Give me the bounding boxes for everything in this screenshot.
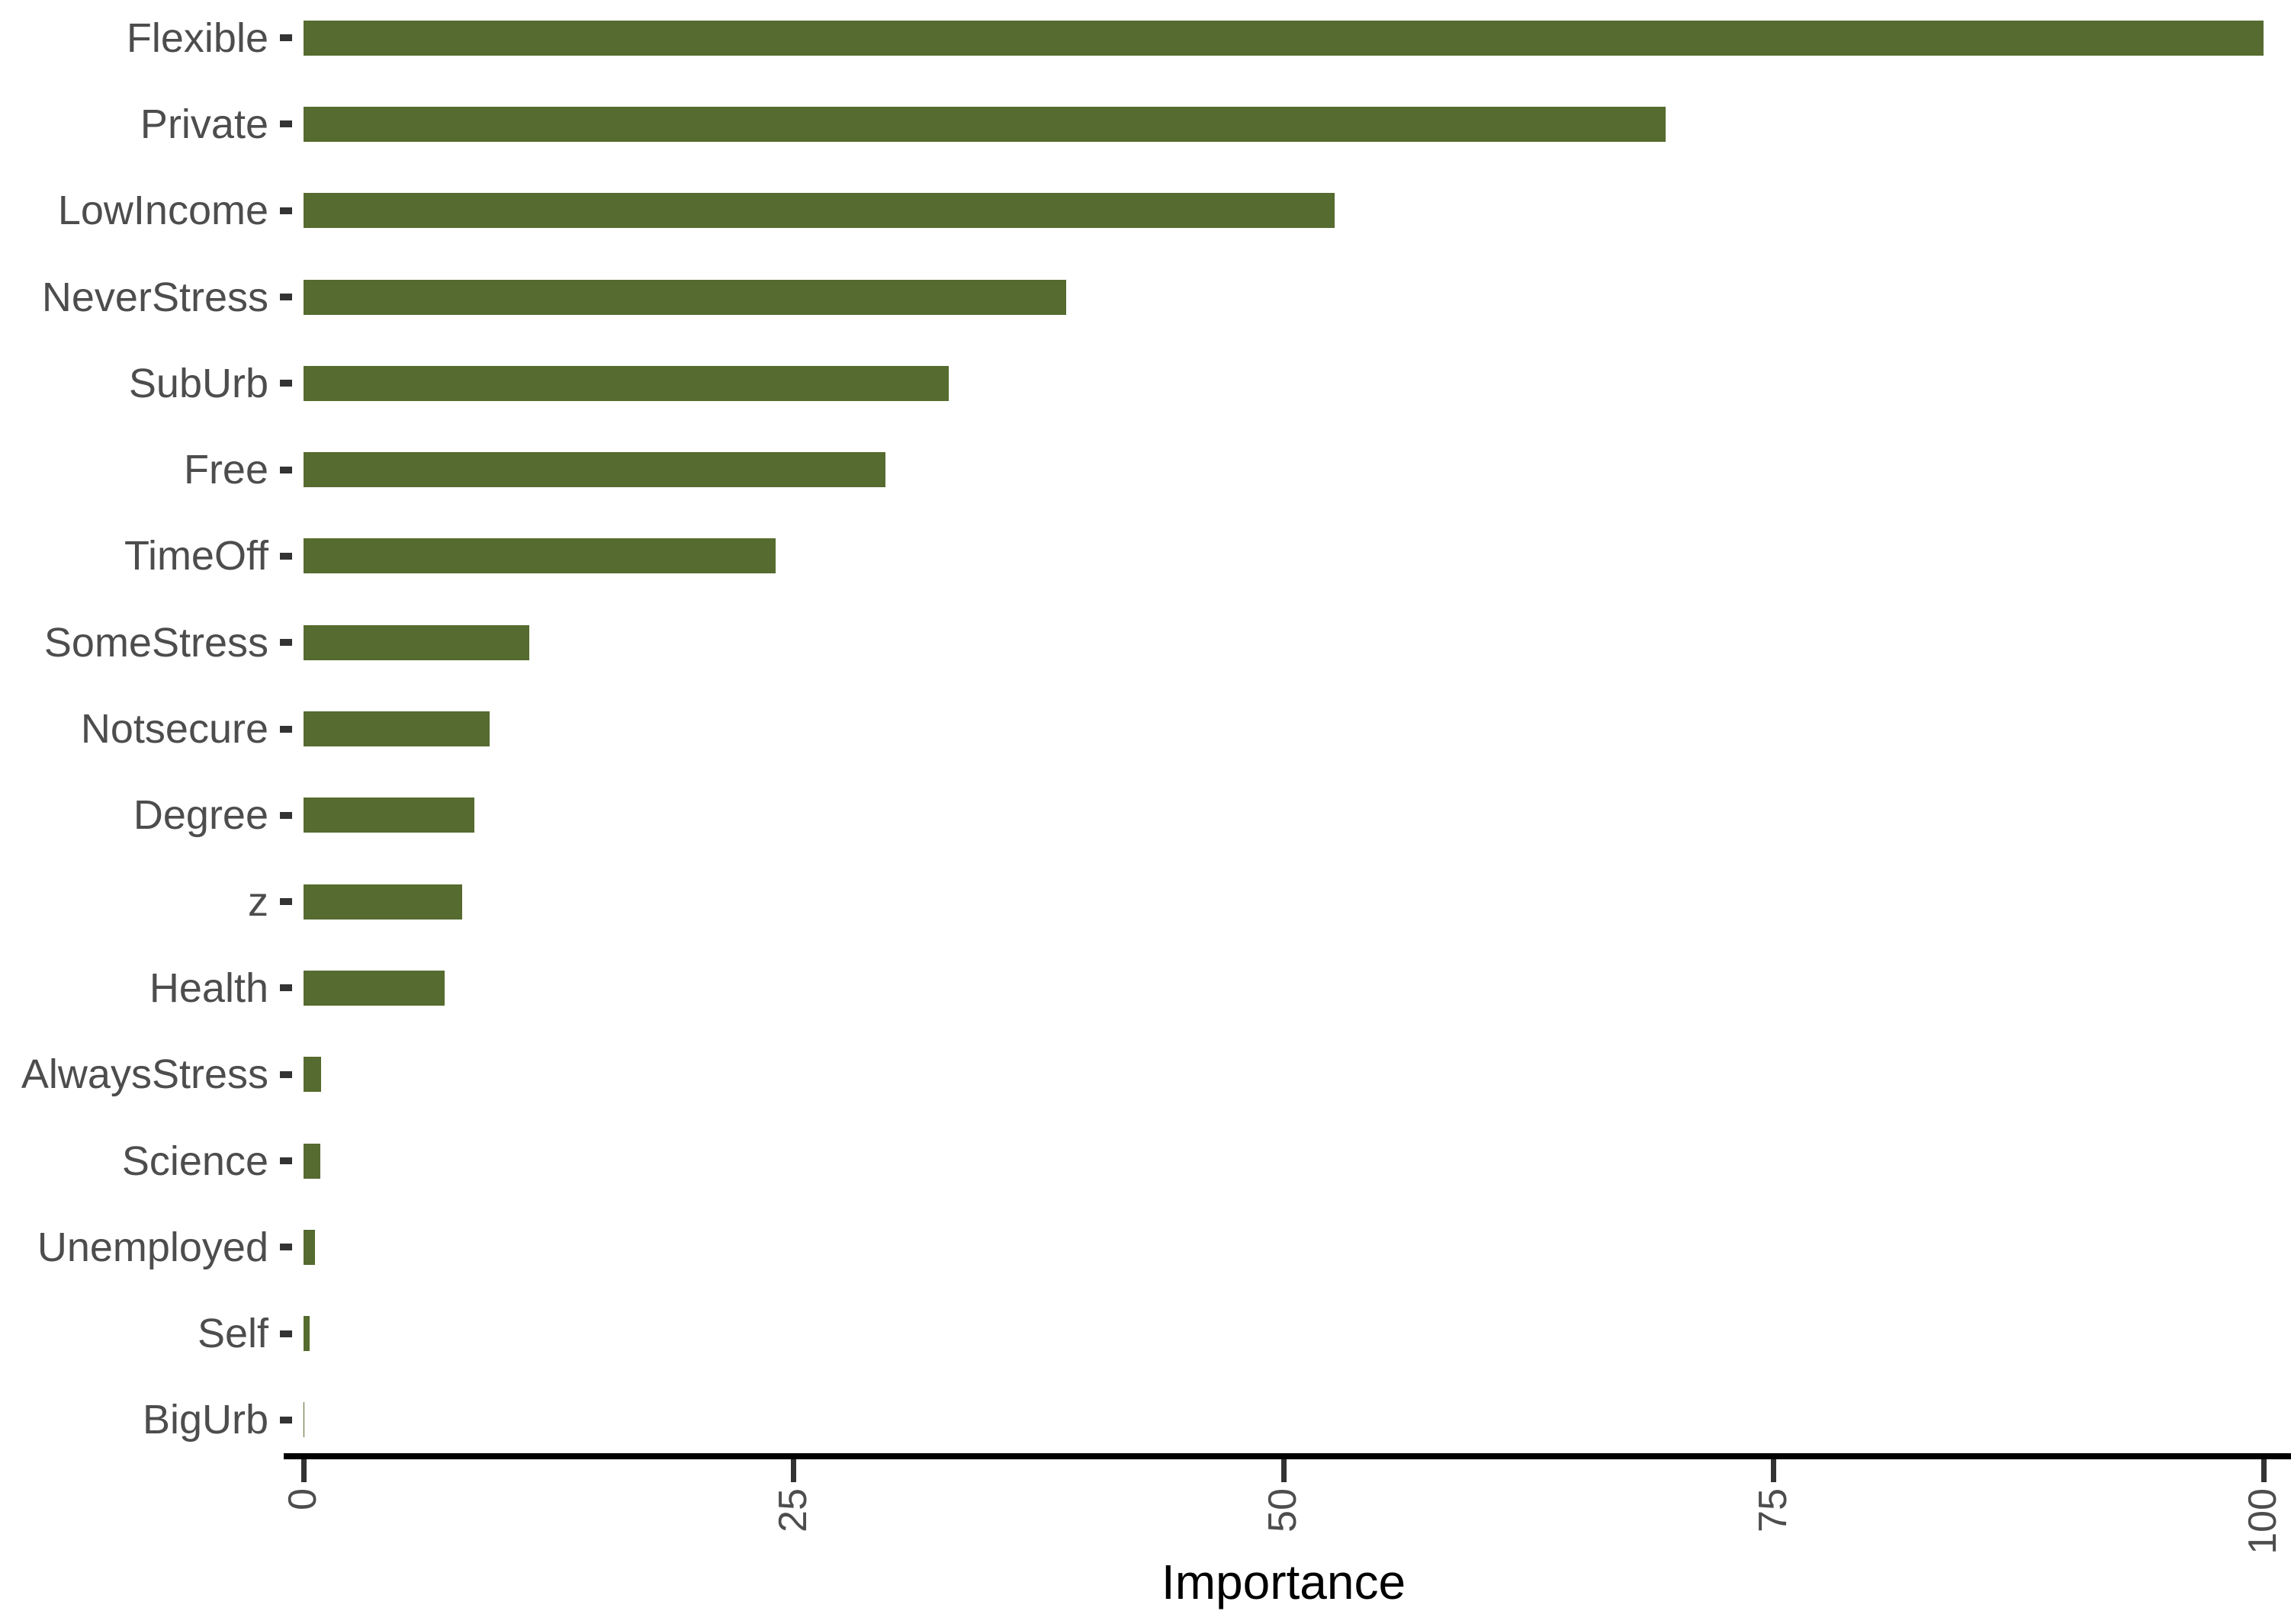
x-tick-label-box: 100 <box>2233 1488 2291 1555</box>
bar-row: Free <box>0 426 2291 512</box>
bar-row: LowIncome <box>0 168 2291 254</box>
category-label: Science <box>121 1138 268 1184</box>
y-tick-mark <box>280 294 292 301</box>
importance-bar <box>304 193 1335 229</box>
y-tick-mark <box>280 466 292 473</box>
category-label: SubUrb <box>128 360 268 406</box>
bar-row: Flexible <box>0 0 2291 81</box>
category-label: LowIncome <box>57 188 268 234</box>
x-tick-mark <box>2260 1459 2267 1482</box>
category-label: z <box>248 878 268 925</box>
importance-bar <box>304 452 886 488</box>
y-tick-mark <box>280 552 292 560</box>
x-tick-label: 25 <box>770 1488 815 1533</box>
importance-bar <box>304 538 776 574</box>
bar-row: Self <box>0 1290 2291 1376</box>
importance-bar <box>304 365 949 401</box>
bar-row: Private <box>0 81 2291 167</box>
category-label: Private <box>140 101 268 147</box>
category-label: TimeOff <box>124 533 268 579</box>
x-tick-label: 0 <box>281 1488 326 1510</box>
x-tick-label: 75 <box>1750 1488 1795 1533</box>
y-tick-mark <box>280 1244 292 1251</box>
y-tick-mark <box>280 1070 292 1078</box>
importance-bar <box>304 279 1066 315</box>
y-tick-mark <box>280 811 292 819</box>
bar-row: SubUrb <box>0 340 2291 426</box>
importance-bar <box>304 1229 316 1265</box>
category-label: Degree <box>133 792 268 839</box>
importance-bar <box>304 106 1666 142</box>
y-tick-mark <box>280 120 292 128</box>
x-tick-mark <box>791 1459 796 1482</box>
x-tick-label-box: 25 <box>763 1488 824 1533</box>
x-tick-mark <box>1280 1459 1287 1482</box>
y-tick-mark <box>280 207 292 214</box>
y-tick-mark <box>280 725 292 733</box>
bar-row: Degree <box>0 772 2291 859</box>
x-tick-label: 50 <box>1261 1488 1306 1533</box>
x-tick-label-box: 75 <box>1743 1488 1804 1533</box>
category-label: Unemployed <box>37 1224 268 1270</box>
category-label: SomeStress <box>43 619 268 666</box>
bar-row: Health <box>0 945 2291 1031</box>
importance-bar <box>304 624 529 660</box>
y-tick-mark <box>280 1157 292 1164</box>
y-tick-mark <box>280 639 292 647</box>
category-label: AlwaysStress <box>21 1051 268 1098</box>
y-tick-mark <box>280 984 292 992</box>
bar-row: AlwaysStress <box>0 1032 2291 1118</box>
y-tick-mark <box>280 1330 292 1337</box>
bar-row: BigUrb <box>0 1377 2291 1463</box>
importance-bar <box>304 884 463 920</box>
bar-row: TimeOff <box>0 513 2291 599</box>
category-label: NeverStress <box>41 274 268 320</box>
category-label: Free <box>183 447 268 493</box>
x-axis-line <box>284 1453 2291 1459</box>
importance-bar <box>304 1316 310 1352</box>
y-tick-mark <box>280 898 292 906</box>
bar-row: Notsecure <box>0 685 2291 772</box>
x-tick-mark <box>1771 1459 1776 1482</box>
y-tick-mark <box>280 34 292 42</box>
importance-bar <box>304 1057 322 1093</box>
importance-bar <box>304 798 474 833</box>
importance-bar <box>304 711 490 747</box>
x-axis-title: Importance <box>1161 1555 1406 1610</box>
x-tick-label-box: 50 <box>1253 1488 1314 1533</box>
category-label: Flexible <box>126 14 268 61</box>
category-label: Health <box>149 964 268 1011</box>
importance-bar <box>304 1143 320 1179</box>
y-tick-mark <box>280 1416 292 1423</box>
importance-bar <box>304 20 2264 56</box>
y-tick-mark <box>280 380 292 387</box>
category-label: Self <box>197 1311 268 1357</box>
bar-row: z <box>0 859 2291 945</box>
category-label: Notsecure <box>80 706 268 753</box>
bar-row: Science <box>0 1118 2291 1204</box>
category-label: BigUrb <box>142 1397 268 1443</box>
x-tick-label: 100 <box>2241 1488 2286 1555</box>
x-tick-mark <box>300 1459 307 1482</box>
bar-row: SomeStress <box>0 599 2291 685</box>
bar-row: Unemployed <box>0 1204 2291 1290</box>
plot-area: Flexible Private LowIncome NeverStress SubUr… <box>0 0 2291 1463</box>
x-tick-label-box: 0 <box>273 1488 334 1510</box>
importance-bar <box>304 970 445 1006</box>
bar-row: NeverStress <box>0 254 2291 340</box>
